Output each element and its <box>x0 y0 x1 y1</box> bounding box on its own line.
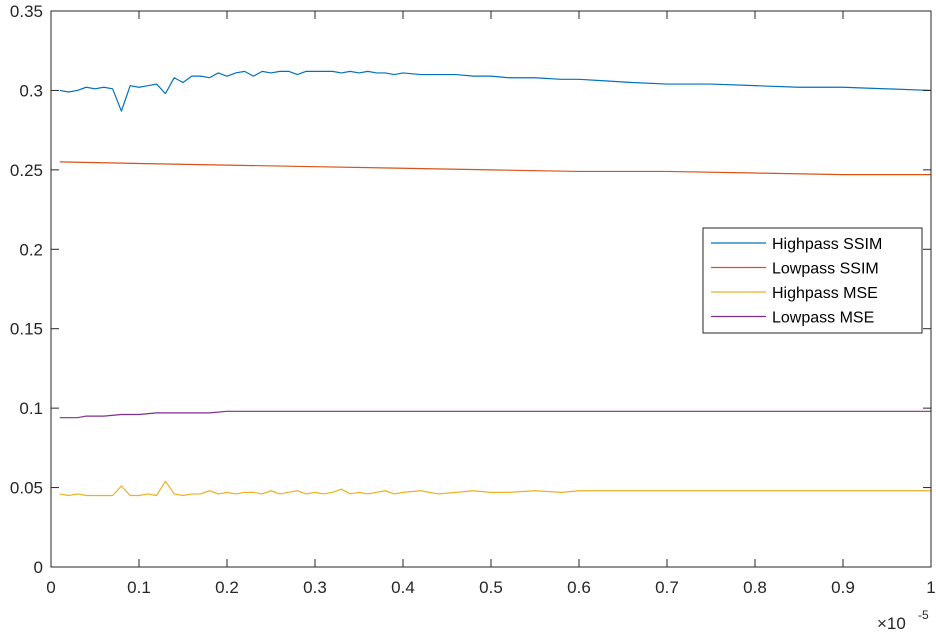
y-tick-label: 0 <box>34 558 43 577</box>
y-tick-label: 0.25 <box>10 161 43 180</box>
x-tick-label: 0.9 <box>831 578 855 597</box>
legend-label-highpass-mse: Highpass MSE <box>772 285 878 302</box>
series-layer <box>59 70 932 497</box>
series-line-lowpass-mse <box>59 410 931 419</box>
legend-label-lowpass-ssim: Lowpass SSIM <box>772 261 879 278</box>
y-tick-label: 0.15 <box>10 320 43 339</box>
x-tick-label: 0.5 <box>479 578 503 597</box>
x-tick-label: 0.4 <box>391 578 415 597</box>
series-line-lowpass-ssim <box>59 161 931 176</box>
y-tick-label: 0.1 <box>19 399 43 418</box>
series-line-highpass-mse <box>59 480 931 497</box>
x-exponent-label: ×10 -5 <box>877 608 929 633</box>
y-tick-label: 0.3 <box>19 81 43 100</box>
y-tick-label: 0.35 <box>10 2 43 21</box>
x-tick-label: 0.6 <box>567 578 591 597</box>
x-tick-label: 0 <box>46 578 55 597</box>
y-tick-label: 0.2 <box>19 240 43 259</box>
x-tick-label: 0.3 <box>303 578 327 597</box>
x-tick-label: 1 <box>926 578 935 597</box>
y-tick-label: 0.05 <box>10 479 43 498</box>
x-exponent-base: ×10 <box>877 614 906 633</box>
x-exponent-power: -5 <box>918 608 929 622</box>
x-tick-label: 0.7 <box>655 578 679 597</box>
x-tick-label: 0.8 <box>743 578 767 597</box>
axes-layer: 0 0.1 0.2 0.3 0.4 0.5 0.6 0.7 0.8 0.9 1 0 0.05 0.1 0.1… <box>10 2 936 633</box>
legend-label-lowpass-mse: Lowpass MSE <box>772 310 874 327</box>
x-tick-label: 0.2 <box>215 578 239 597</box>
legend: Highpass SSIM Lowpass SSIM Highpass MSE Low… <box>702 227 923 334</box>
x-tick-label: 0.1 <box>127 578 151 597</box>
legend-label-highpass-ssim: Highpass SSIM <box>772 236 882 253</box>
series-line-highpass-ssim <box>59 70 932 112</box>
legend-box <box>702 227 923 334</box>
